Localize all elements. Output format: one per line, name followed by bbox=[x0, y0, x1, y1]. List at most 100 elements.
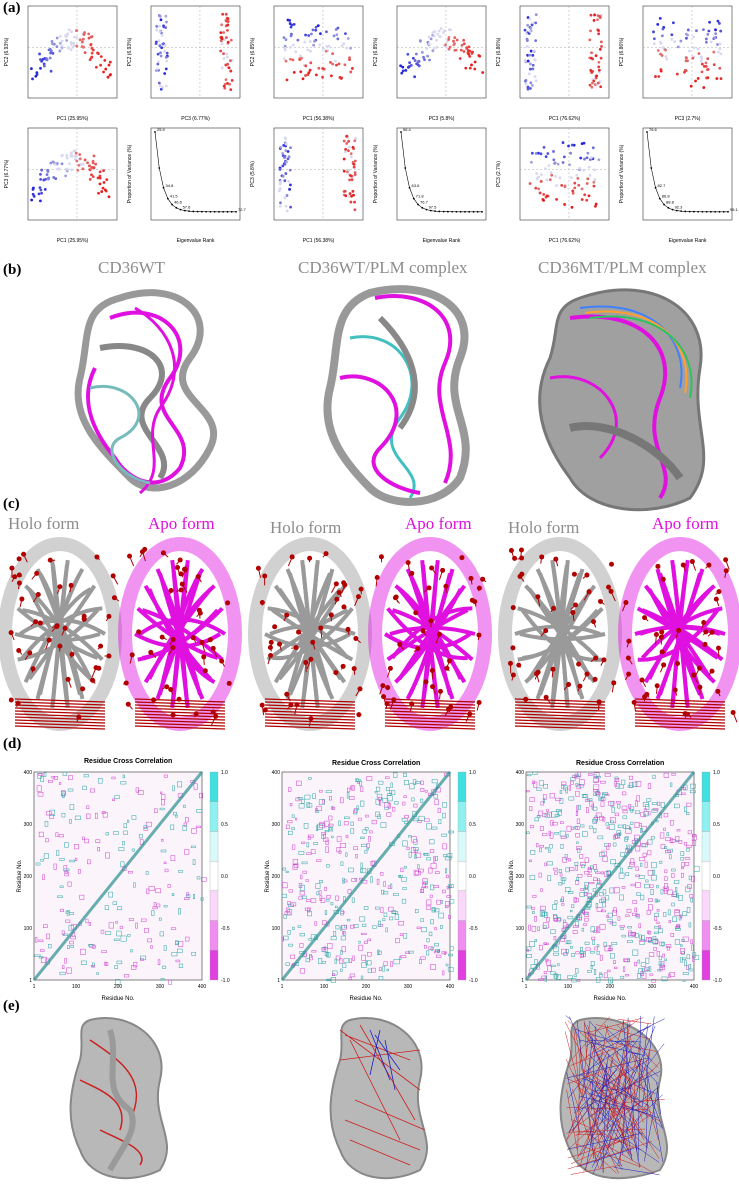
scree-point bbox=[455, 210, 458, 213]
y-axis-label: Residue No. bbox=[509, 859, 515, 892]
correlation-contour bbox=[135, 787, 140, 793]
motion-arrow-head bbox=[179, 581, 185, 587]
correlation-contour bbox=[560, 821, 564, 824]
pca-point bbox=[88, 58, 92, 62]
correlation-contour bbox=[647, 850, 652, 856]
correlation-contour bbox=[354, 808, 358, 814]
correlation-contour bbox=[85, 918, 89, 924]
correlation-contour bbox=[587, 969, 592, 973]
pca-point bbox=[299, 54, 302, 58]
correlation-contour bbox=[531, 925, 537, 932]
correlation-contour bbox=[288, 943, 293, 947]
correlation-contour bbox=[529, 874, 536, 880]
pca-point bbox=[712, 63, 716, 67]
pca-point bbox=[561, 161, 565, 164]
correlation-contour bbox=[559, 873, 563, 877]
correlation-contour bbox=[636, 892, 641, 896]
pca-point bbox=[222, 52, 225, 56]
pca-point bbox=[593, 168, 596, 172]
colorbar-tick-label: -0.5 bbox=[221, 926, 230, 932]
x-tick-label: 200 bbox=[362, 984, 371, 990]
pca-point bbox=[97, 52, 100, 55]
scree-point bbox=[213, 210, 216, 213]
scree-point bbox=[175, 206, 178, 209]
correlation-contour bbox=[292, 859, 298, 865]
pca-point bbox=[716, 43, 719, 46]
correlation-contour bbox=[641, 935, 645, 940]
correlation-contour bbox=[602, 856, 608, 862]
pca-point bbox=[100, 190, 104, 193]
correlation-contour bbox=[659, 832, 665, 839]
pca-point bbox=[40, 168, 44, 172]
pca-point bbox=[554, 174, 557, 178]
pca-point bbox=[158, 84, 162, 88]
pca-point bbox=[52, 176, 56, 179]
correlation-contour bbox=[377, 920, 381, 927]
correlation-contour bbox=[326, 899, 330, 902]
correlation-contour bbox=[424, 886, 428, 889]
correlation-contour bbox=[671, 873, 675, 878]
correlation-contour bbox=[604, 871, 609, 877]
correlation-contour bbox=[285, 824, 290, 829]
pca-point bbox=[537, 151, 540, 155]
correlation-contour bbox=[340, 797, 344, 804]
pca-point bbox=[50, 40, 54, 43]
correlation-contour bbox=[608, 824, 615, 830]
correlation-contour bbox=[584, 917, 589, 922]
correlation-contour bbox=[569, 909, 573, 913]
correlation-contour bbox=[342, 931, 345, 935]
colorbar-segment bbox=[457, 801, 467, 832]
y-tick-label: 200 bbox=[24, 874, 33, 880]
pca-point bbox=[587, 194, 591, 198]
pca-point bbox=[284, 38, 288, 42]
pca-point bbox=[432, 34, 436, 38]
correlation-contour bbox=[424, 790, 428, 793]
correlation-contour bbox=[53, 863, 57, 870]
correlation-contour bbox=[538, 944, 543, 951]
x-tick-label: 100 bbox=[564, 984, 573, 990]
correlation-contour bbox=[561, 903, 565, 906]
pca-point bbox=[587, 165, 591, 169]
correlation-contour bbox=[603, 972, 608, 979]
network-structure-2 bbox=[329, 1017, 429, 1180]
pca-point bbox=[165, 55, 168, 59]
pca-point bbox=[91, 48, 95, 52]
pca-point bbox=[160, 46, 164, 50]
correlation-contour bbox=[74, 815, 81, 820]
correlation-contour bbox=[601, 850, 607, 856]
correlation-contour bbox=[413, 803, 418, 808]
correlation-contour bbox=[576, 841, 579, 844]
correlation-contour bbox=[358, 944, 364, 951]
correlation-contour bbox=[578, 804, 581, 810]
pca-point bbox=[555, 184, 558, 187]
correlation-contour bbox=[388, 906, 394, 912]
colorbar-tick-label: 1.0 bbox=[713, 770, 720, 776]
correlation-contour bbox=[674, 909, 680, 916]
pca-point bbox=[98, 170, 102, 174]
correlation-contour bbox=[538, 978, 545, 981]
panel-label-b: (b) bbox=[3, 262, 22, 278]
correlation-contour bbox=[329, 796, 332, 801]
correlation-contour bbox=[647, 783, 652, 789]
correlation-contour bbox=[133, 882, 136, 888]
correlation-contour bbox=[61, 790, 66, 797]
motion-arrow-head bbox=[351, 666, 357, 672]
correlation-contour bbox=[438, 819, 442, 825]
correlation-contour bbox=[362, 829, 368, 834]
colorbar-segment bbox=[209, 771, 219, 802]
correlation-contour bbox=[540, 905, 546, 911]
correlation-contour bbox=[543, 942, 547, 945]
apo-motion-structure bbox=[368, 537, 492, 731]
correlation-contour bbox=[654, 926, 660, 929]
correlation-contour bbox=[448, 830, 455, 834]
correlation-contour bbox=[693, 954, 700, 960]
correlation-contour bbox=[613, 887, 620, 894]
correlation-contour bbox=[426, 823, 432, 830]
pca-point bbox=[593, 13, 597, 17]
correlation-contour bbox=[670, 839, 676, 843]
pca-point bbox=[286, 157, 290, 161]
cumulative-variance-label: 25.9 bbox=[157, 127, 166, 132]
correlation-contour bbox=[662, 953, 665, 958]
pca-point bbox=[670, 38, 674, 41]
correlation-contour bbox=[664, 958, 667, 962]
